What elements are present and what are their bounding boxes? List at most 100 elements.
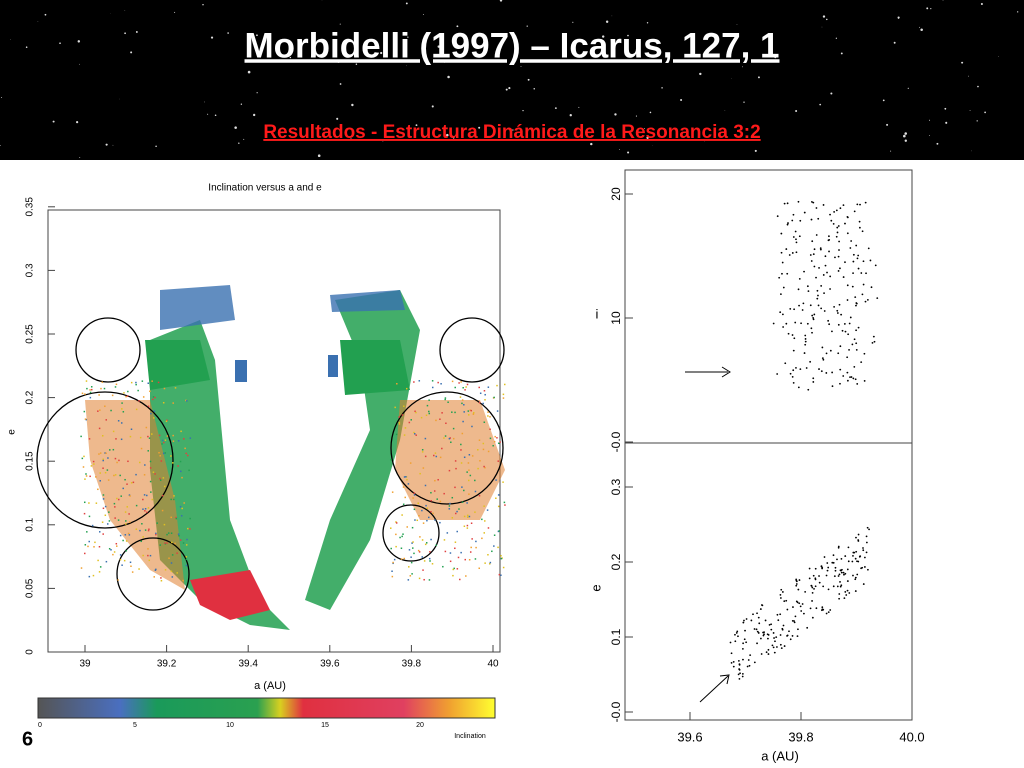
scatter-dot <box>426 519 428 522</box>
scatter-dot <box>846 371 849 374</box>
scatter-dot <box>439 521 441 524</box>
scatter-dot <box>504 383 506 386</box>
scatter-dot <box>186 538 188 541</box>
scatter-dot <box>738 663 741 666</box>
scatter-dot <box>797 588 800 591</box>
scatter-dot <box>831 561 834 564</box>
scatter-dot <box>424 484 427 487</box>
scatter-dot <box>454 541 457 543</box>
scatter-dot <box>481 518 483 521</box>
scatter-dot <box>792 349 795 352</box>
scatter-dot <box>467 462 470 464</box>
scatter-dot <box>486 509 489 511</box>
scatter-dot <box>185 544 188 546</box>
scatter-dot <box>101 381 104 383</box>
star <box>886 123 889 126</box>
scatter-dot <box>391 575 394 578</box>
scatter-dot <box>771 644 774 647</box>
left-y-tick-label: 0 <box>25 649 36 655</box>
scatter-dot <box>163 485 166 488</box>
scatter-dot <box>423 560 426 562</box>
scatter-dot <box>171 576 174 578</box>
scatter-dot <box>461 402 463 405</box>
scatter-dot <box>791 334 794 336</box>
scatter-dot <box>810 327 813 330</box>
right-x-tick-label: 39.6 <box>677 729 702 744</box>
scatter-dot <box>403 557 405 560</box>
scatter-dot <box>150 412 152 415</box>
scatter-dot <box>179 539 182 541</box>
scatter-dot <box>108 511 110 513</box>
scatter-dot <box>496 437 498 439</box>
scatter-dot <box>500 557 503 560</box>
scatter-dot <box>156 522 158 524</box>
scatter-dot <box>154 569 157 571</box>
scatter-dot <box>124 534 127 536</box>
scatter-dot <box>420 416 423 419</box>
scatter-dot <box>120 438 123 441</box>
scatter-dot <box>793 308 796 311</box>
scatter-dot <box>828 250 830 253</box>
scatter-dot <box>189 528 191 530</box>
star <box>942 0 944 1</box>
scatter-dot <box>477 449 479 451</box>
scatter-dot <box>810 218 813 221</box>
scatter-dot <box>390 527 392 529</box>
star <box>234 126 237 129</box>
scatter-dot <box>836 231 839 234</box>
scatter-dot <box>138 400 140 402</box>
scatter-dot <box>821 606 824 609</box>
scatter-dot <box>856 257 859 260</box>
scatter-dot <box>474 511 476 513</box>
scatter-dot <box>119 558 122 561</box>
scatter-dot <box>786 634 789 637</box>
star <box>743 101 745 103</box>
star <box>527 78 530 81</box>
scatter-dot <box>88 502 90 504</box>
star <box>822 15 826 18</box>
scatter-dot <box>794 321 797 324</box>
scatter-dot <box>166 542 168 544</box>
scatter-dot <box>403 405 405 407</box>
scatter-dot <box>475 546 477 549</box>
scatter-dot <box>823 310 826 312</box>
scatter-dot <box>140 540 142 543</box>
scatter-dot <box>83 512 86 515</box>
scatter-dot <box>95 502 98 504</box>
scatter-dot <box>481 537 483 540</box>
star <box>130 51 133 54</box>
star <box>590 142 593 146</box>
scatter-dot <box>734 640 737 643</box>
scatter-dot <box>484 466 486 469</box>
scatter-dot <box>111 394 114 397</box>
scatter-dot <box>150 491 152 493</box>
scatter-dot <box>497 442 500 445</box>
scatter-dot <box>477 467 479 470</box>
scatter-dot <box>839 581 841 583</box>
left-x-tick-label: 39.8 <box>402 659 422 670</box>
scatter-dot <box>791 635 794 637</box>
scatter-dot <box>854 378 857 381</box>
scatter-dot <box>162 401 165 404</box>
star <box>405 2 408 5</box>
scatter-dot <box>863 379 866 382</box>
scatter-dot <box>173 498 175 501</box>
scatter-dot <box>806 322 809 325</box>
star <box>971 150 972 152</box>
scatter-dot <box>483 505 485 507</box>
scatter-dot <box>867 247 870 250</box>
colorbar <box>37 697 496 719</box>
scatter-dot <box>124 478 126 481</box>
scatter-dot <box>147 405 150 408</box>
scatter-dot <box>409 462 412 464</box>
scatter-dot <box>857 267 860 270</box>
scatter-dot <box>789 372 792 375</box>
scatter-dot <box>119 554 122 556</box>
scatter-dot <box>495 479 497 481</box>
scatter-dot <box>159 544 162 546</box>
scatter-dot <box>97 488 99 491</box>
scatter-dot <box>748 664 751 667</box>
scatter-dot <box>852 253 855 256</box>
scatter-dot <box>846 232 849 235</box>
scatter-dot <box>85 380 88 382</box>
